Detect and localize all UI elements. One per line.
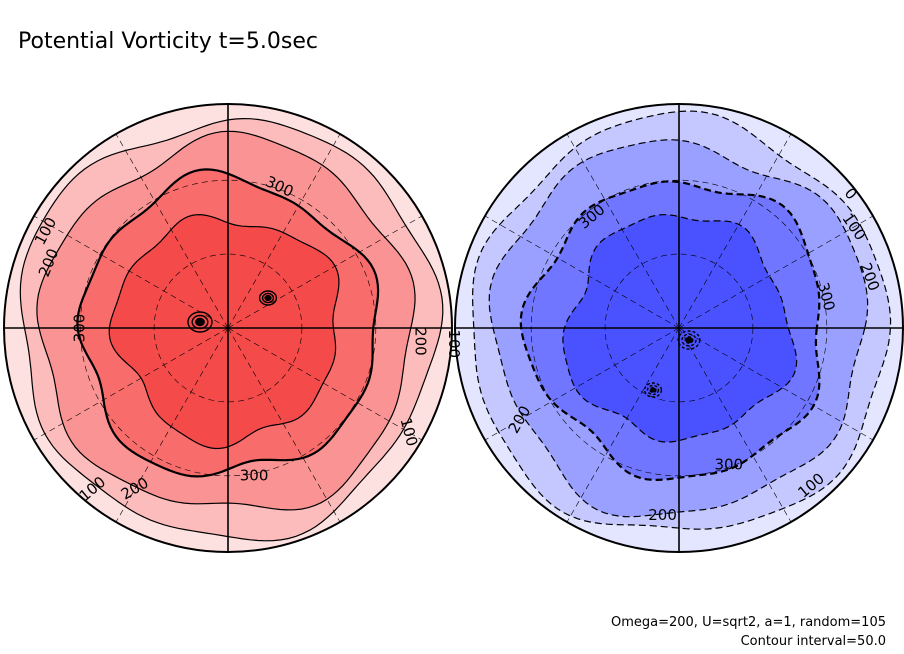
vortex-ring <box>684 336 694 344</box>
vortex-ring <box>649 386 657 394</box>
vortex-ring <box>681 333 697 347</box>
vortex-ring <box>261 292 275 304</box>
meridian-line <box>227 215 423 329</box>
meridian-line <box>33 215 229 329</box>
meridian-line <box>678 133 792 329</box>
vortex-ring <box>258 290 278 306</box>
meridian-line <box>484 215 680 329</box>
meridian-line <box>115 327 229 523</box>
meridian-line <box>115 133 229 329</box>
vortex-ring <box>264 294 272 302</box>
meridian-line <box>227 327 341 523</box>
vortex-ring <box>195 317 205 327</box>
hemisphere-boundary <box>454 103 904 553</box>
contour-label: 300 <box>71 314 89 343</box>
chart-title: Potential Vorticity t=5.0sec <box>18 29 318 54</box>
meridian-line <box>678 215 874 329</box>
vortex-ring <box>646 384 660 396</box>
meridian-line <box>33 327 229 441</box>
meridian-line <box>227 133 341 329</box>
meridian-line <box>566 133 680 329</box>
parameters-note: Omega=200, U=sqrt2, a=1, random=105 <box>611 615 886 630</box>
meridian-line <box>566 327 680 523</box>
contour-interval-note: Contour interval=50.0 <box>741 634 886 649</box>
contour-label: 200 <box>412 327 430 356</box>
meridian-line <box>227 327 423 441</box>
contour-label: 100 <box>445 329 463 358</box>
contour-label: 300 <box>714 455 743 473</box>
meridian-line <box>484 327 680 441</box>
meridian-line <box>678 327 874 441</box>
hemisphere-boundary <box>3 103 453 553</box>
meridian-line <box>678 327 792 523</box>
contour-label: 200 <box>648 506 677 524</box>
contour-label: 300 <box>240 466 269 484</box>
